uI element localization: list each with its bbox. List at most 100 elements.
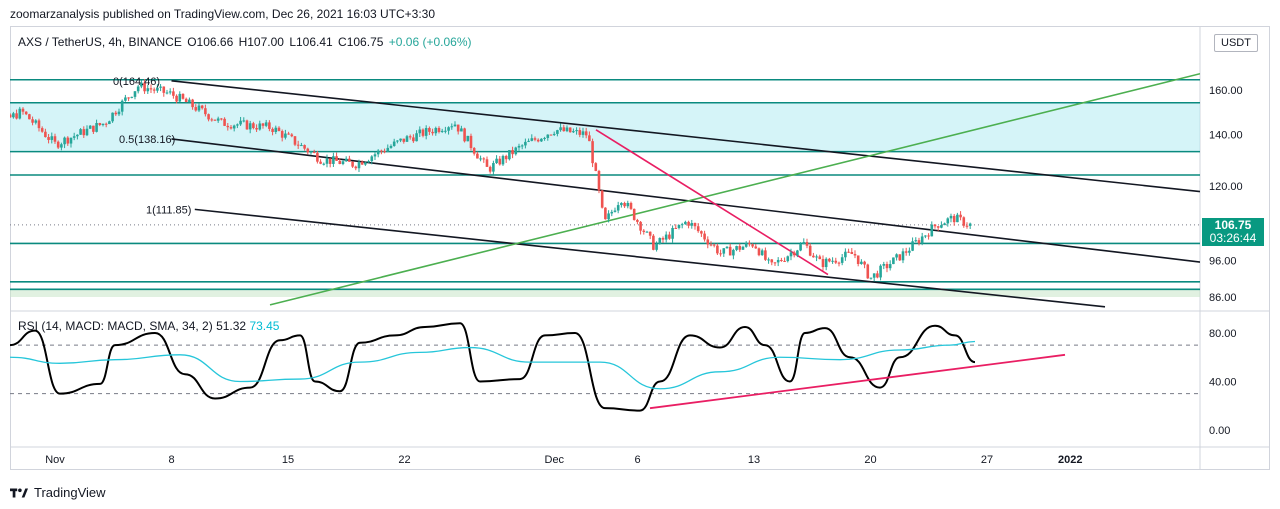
candle-body xyxy=(24,111,28,115)
candle-body xyxy=(911,241,914,251)
candle-body xyxy=(184,98,188,103)
candle-body xyxy=(690,223,694,226)
candle-body xyxy=(309,151,313,153)
candle-body xyxy=(728,246,732,256)
candle-body xyxy=(277,127,281,132)
candle-body xyxy=(264,122,268,126)
candle-body xyxy=(290,134,294,137)
candle-body xyxy=(341,161,345,165)
candle-body xyxy=(197,105,201,111)
candle-body xyxy=(517,145,521,148)
candle-body xyxy=(725,246,729,249)
candle-body xyxy=(373,154,377,157)
candle-body xyxy=(69,137,73,144)
candle-body xyxy=(367,161,370,163)
currency-button[interactable]: USDT xyxy=(1214,34,1258,52)
candle-body xyxy=(556,130,559,134)
fib-line-0 xyxy=(171,80,1200,193)
candle-body xyxy=(95,123,98,132)
time-tick-label: Dec xyxy=(545,454,565,466)
close-value: C106.75 xyxy=(338,35,384,49)
candle-body xyxy=(10,114,12,118)
price-tick-label: 96.00 xyxy=(1209,255,1237,267)
candle-body xyxy=(300,145,303,147)
candle-body xyxy=(716,245,719,254)
candle-body xyxy=(34,120,38,123)
candle-body xyxy=(968,223,972,226)
countdown-value: 03:26:44 xyxy=(1209,231,1257,245)
fib-label: 0.5(138.16) xyxy=(119,134,175,146)
candle-body xyxy=(818,256,822,260)
chart-frame[interactable] xyxy=(10,26,1270,470)
candle-body xyxy=(607,213,610,220)
candle-body xyxy=(543,137,546,139)
candle-body xyxy=(40,128,44,132)
candle-body xyxy=(536,139,540,142)
candle-body xyxy=(808,245,812,256)
candle-body xyxy=(767,259,770,261)
candle-body xyxy=(844,251,847,258)
candle-body xyxy=(226,125,230,128)
candle-body xyxy=(354,166,358,169)
candle-body xyxy=(450,126,454,128)
candle-body xyxy=(552,133,556,135)
candle-body xyxy=(575,130,578,132)
candle-body xyxy=(799,244,802,251)
open-value: O106.66 xyxy=(187,35,234,49)
candle-body xyxy=(655,243,658,250)
candle-body xyxy=(882,264,886,266)
price-tick-label: 86.00 xyxy=(1209,292,1237,304)
last-price-tag: 106.75 03:26:44 xyxy=(1202,218,1264,246)
candle-body xyxy=(956,214,959,223)
candle-body xyxy=(821,259,825,268)
candle-body xyxy=(140,82,143,87)
candle-body xyxy=(72,136,76,138)
candle-body xyxy=(632,208,636,220)
candle-body xyxy=(776,259,780,263)
candle-body xyxy=(210,119,214,121)
candle-body xyxy=(568,127,572,133)
candle-body xyxy=(501,155,505,165)
candle-body xyxy=(284,133,287,138)
symbol-name: AXS / TetherUS, 4h, BINANCE xyxy=(18,35,182,49)
candle-body xyxy=(204,108,207,115)
candle-body xyxy=(472,148,476,154)
candle-body xyxy=(735,246,738,250)
candle-body xyxy=(239,120,242,125)
rsi-ma-value: 73.45 xyxy=(249,319,280,333)
candle-body xyxy=(200,105,204,109)
fib-line-0-5 xyxy=(171,138,1200,263)
candle-body xyxy=(421,129,425,136)
candle-body xyxy=(588,135,591,142)
candle-body xyxy=(306,148,310,153)
high-value: H107.00 xyxy=(238,35,284,49)
candle-body xyxy=(444,130,447,132)
candle-body xyxy=(408,136,412,138)
candle-body xyxy=(168,91,172,93)
change-value: +0.06 (+0.06%) xyxy=(388,35,472,49)
candle-body xyxy=(482,158,486,160)
candle-body xyxy=(786,256,790,262)
candle-body xyxy=(405,136,409,142)
candle-body xyxy=(268,122,271,129)
candle-body xyxy=(520,145,524,147)
candle-body xyxy=(322,163,326,165)
candle-body xyxy=(415,133,418,142)
candle-body xyxy=(31,119,34,123)
candle-body xyxy=(546,134,550,138)
candle-body xyxy=(156,87,159,91)
candle-body xyxy=(434,127,438,134)
candle-body xyxy=(223,118,226,126)
rsi-ma-series-line xyxy=(10,340,976,390)
candle-body xyxy=(796,250,799,256)
candle-body xyxy=(111,112,114,122)
candle-body xyxy=(853,253,857,256)
candle-body xyxy=(348,158,351,162)
footer-brand[interactable]: TradingView xyxy=(10,485,106,500)
candle-body xyxy=(66,137,70,144)
candle-body xyxy=(172,91,175,96)
time-tick-label: 20 xyxy=(864,454,876,466)
candle-body xyxy=(248,123,252,130)
time-tick-label: 27 xyxy=(981,454,993,466)
